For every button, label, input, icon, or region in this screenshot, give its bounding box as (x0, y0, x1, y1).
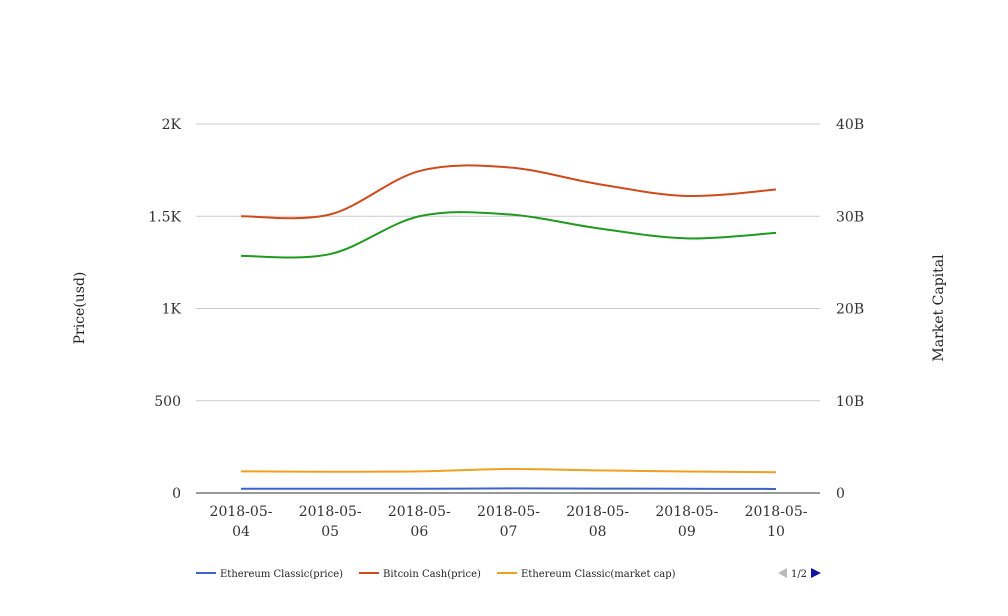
data-point[interactable] (413, 165, 425, 177)
y-axis-title: Price(usd) (72, 272, 88, 345)
data-point[interactable] (235, 210, 247, 222)
y2-tick-label: 40B (836, 117, 864, 133)
series-line-ethereum-classic-market-cap (240, 468, 777, 474)
data-point[interactable] (592, 178, 604, 190)
legend-item[interactable]: Bitcoin Cash(price) (359, 569, 481, 580)
x-axis-ticks: 2018-05-04 2018-05-05 2018-05-06 2018-05-07… (210, 504, 808, 540)
x-tick-label: 2018-05-09 (655, 504, 718, 540)
x-tick-label: 2018-05-05 (299, 504, 362, 540)
data-point[interactable] (592, 222, 604, 234)
data-point[interactable] (235, 250, 247, 262)
x-tick-label: 2018-05-10 (745, 504, 808, 540)
data-point[interactable] (503, 463, 515, 475)
legend-label: Ethereum Classic(market cap) (521, 569, 676, 580)
grid-lines (196, 123, 820, 402)
data-point[interactable] (681, 190, 693, 202)
data-point[interactable] (324, 466, 336, 478)
data-point[interactable] (503, 208, 515, 220)
legend-item[interactable]: Ethereum Classic(price) (196, 569, 343, 580)
pager-prev-icon[interactable] (778, 568, 787, 578)
data-point[interactable] (503, 482, 515, 494)
series-line-bitcoin-cash-price (240, 164, 777, 220)
series-line-ethereum-classic-price (241, 487, 777, 490)
pager-next-icon[interactable] (811, 568, 821, 578)
data-point[interactable] (592, 464, 604, 476)
legend-label: Bitcoin Cash(price) (383, 569, 481, 580)
data-point[interactable] (324, 208, 336, 220)
legend-label: Ethereum Classic(price) (220, 569, 343, 580)
data-point[interactable] (235, 483, 247, 495)
data-point[interactable] (413, 465, 425, 477)
legend-item[interactable]: Ethereum Classic(market cap) (497, 569, 676, 580)
data-point[interactable] (592, 483, 604, 495)
series-lines (235, 161, 782, 495)
data-point[interactable] (770, 466, 782, 478)
y-axis-right-ticks: 0 10B 20B 30B 40B (836, 117, 864, 502)
x-tick-label: 2018-05-07 (477, 504, 540, 540)
y-tick-label: 1K (162, 302, 182, 318)
data-point[interactable] (770, 483, 782, 495)
legend: Ethereum Classic(price) Bitcoin Cash(pric… (196, 569, 676, 580)
pager-label: 1/2 (791, 569, 807, 580)
data-point[interactable] (681, 483, 693, 495)
y-axis-left-ticks: 0 500 1K 1.5K 2K (148, 117, 181, 502)
x-tick-label: 2018-05-04 (210, 504, 273, 540)
y2-tick-label: 10B (836, 394, 864, 410)
legend-pager: 1/2 (778, 568, 821, 580)
y-tick-label: 2K (162, 117, 182, 133)
data-point[interactable] (770, 183, 782, 195)
y-tick-label: 1.5K (148, 209, 181, 225)
data-point[interactable] (681, 466, 693, 478)
y2-axis-title: Market Capital (931, 254, 947, 362)
data-point[interactable] (770, 227, 782, 239)
data-point[interactable] (235, 465, 247, 477)
data-point[interactable] (324, 483, 336, 495)
data-point[interactable] (324, 248, 336, 260)
y-tick-label: 0 (172, 486, 181, 502)
data-point[interactable] (681, 232, 693, 244)
data-point[interactable] (503, 161, 515, 173)
data-point[interactable] (413, 210, 425, 222)
data-point[interactable] (413, 483, 425, 495)
x-tick-label: 2018-05-06 (388, 504, 451, 540)
series-line-unlabeled-series (240, 211, 777, 259)
y-tick-label: 500 (154, 394, 181, 410)
y2-tick-label: 0 (836, 486, 845, 502)
y2-tick-label: 20B (836, 302, 864, 318)
x-tick-label: 2018-05-08 (566, 504, 629, 540)
y2-tick-label: 30B (836, 209, 864, 225)
